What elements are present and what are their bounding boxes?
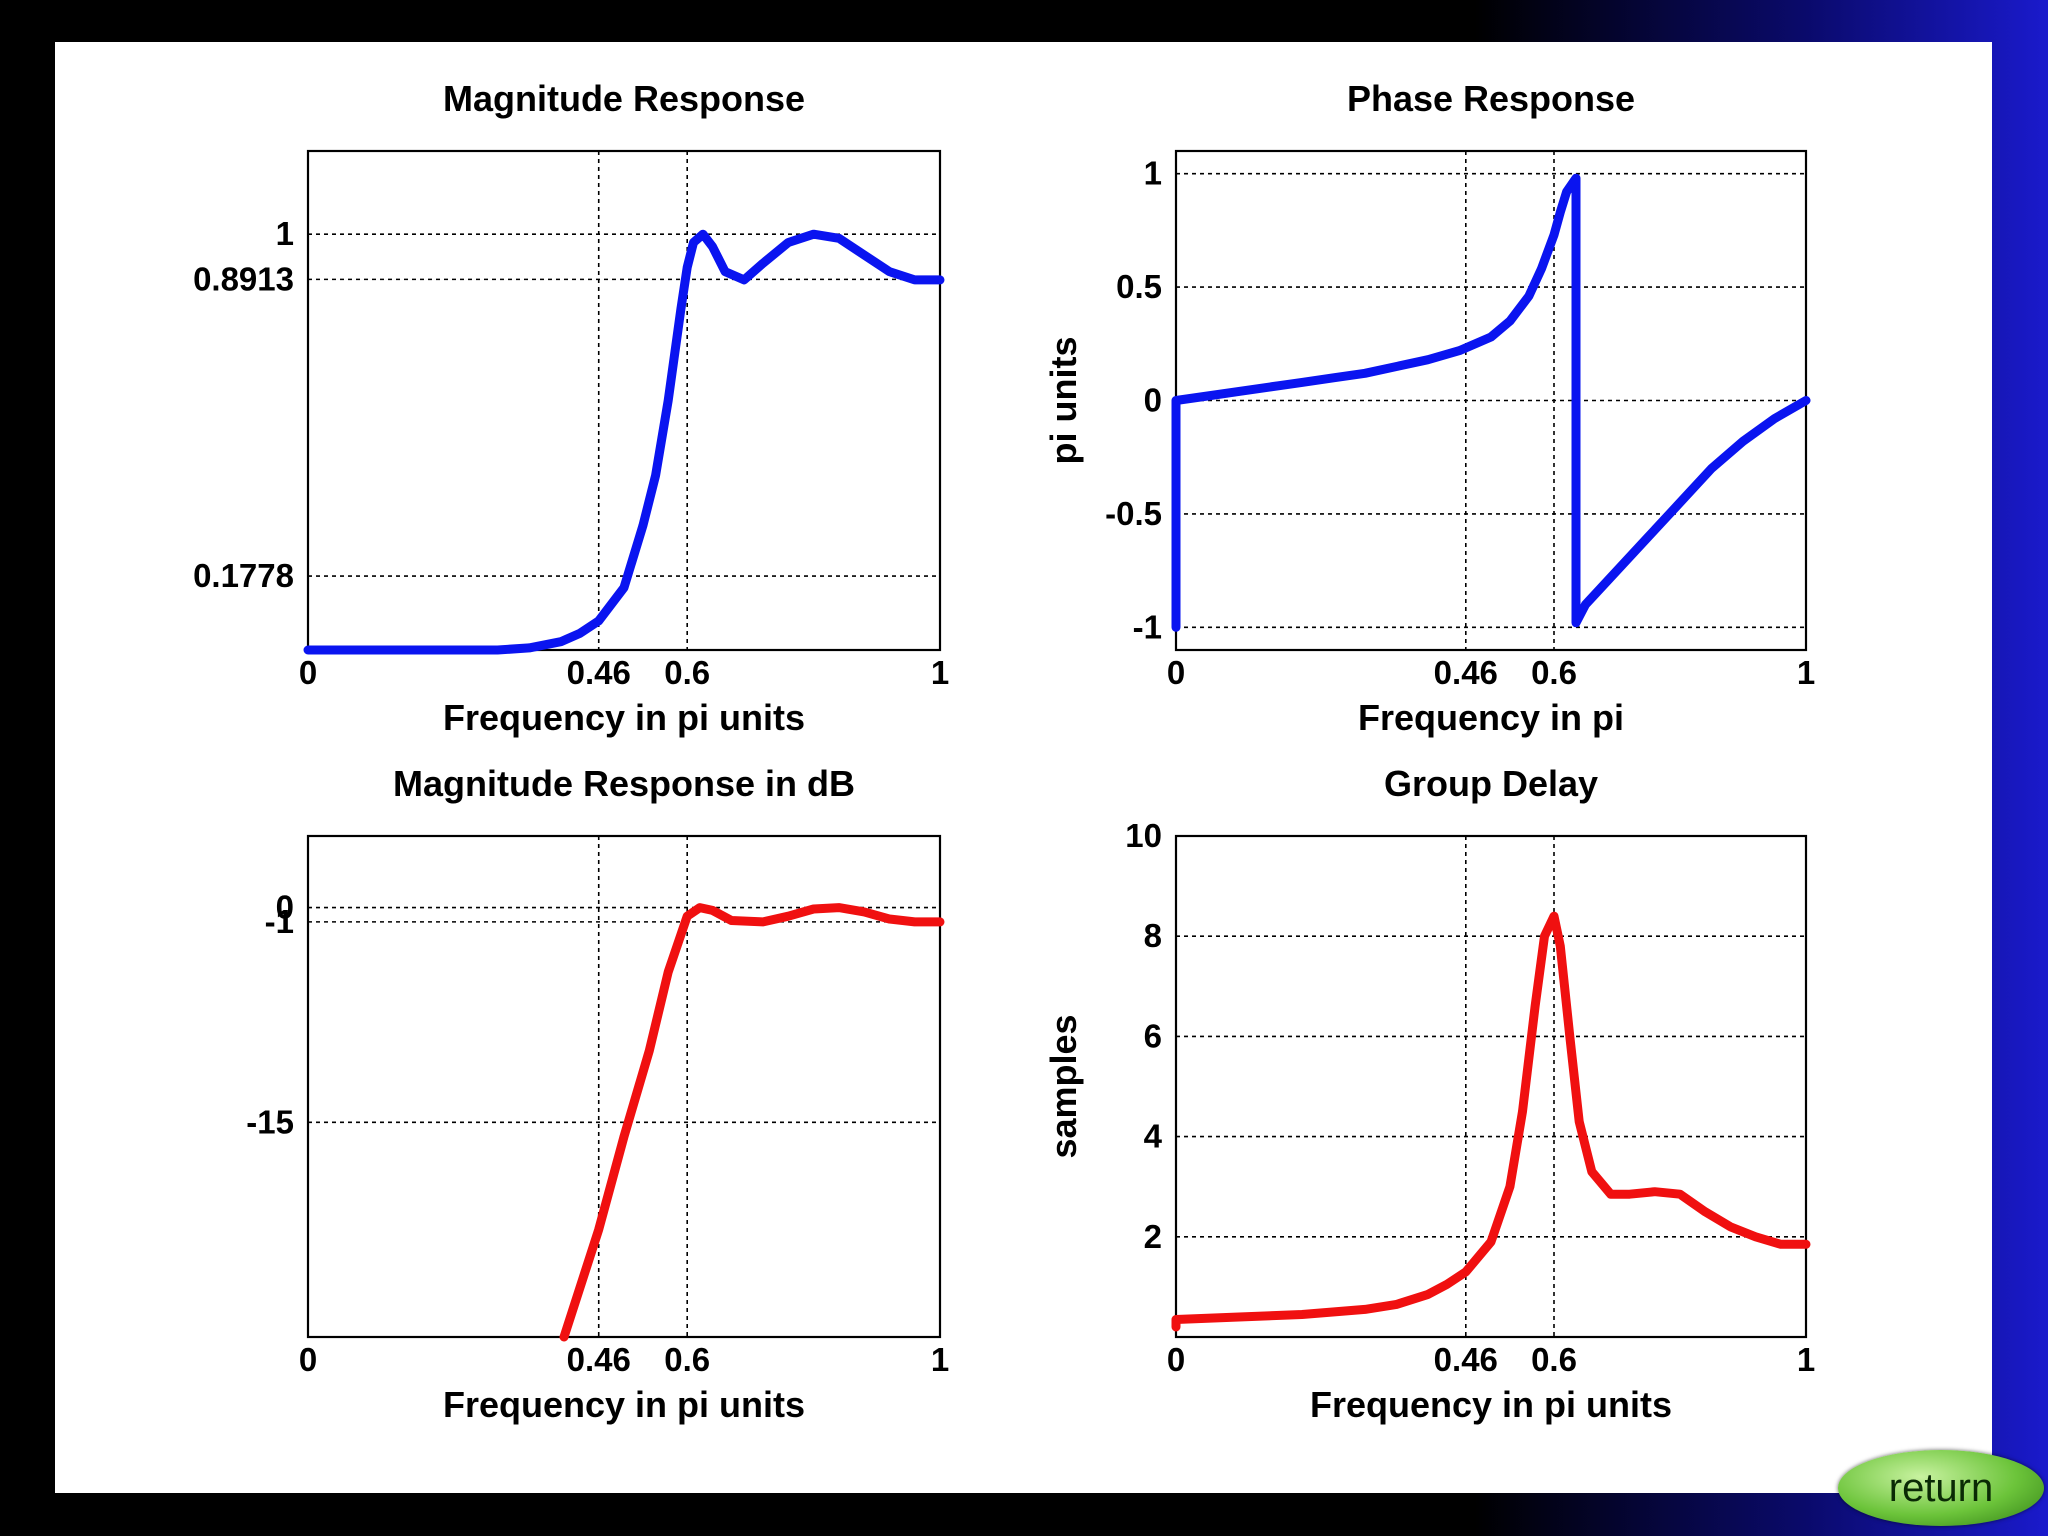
phase-xlabel: Frequency in pi bbox=[1358, 697, 1624, 738]
delay-ytick-2: 6 bbox=[1144, 1017, 1162, 1054]
db-xlabel: Frequency in pi units bbox=[443, 1384, 805, 1425]
phase-series-line-0 bbox=[1171, 173, 1811, 632]
delay-plot-area bbox=[1174, 834, 1808, 1339]
phase-xtick-2: 0.6 bbox=[1531, 654, 1577, 691]
delay-xlabel: Frequency in pi units bbox=[1310, 1384, 1672, 1425]
delay-series-line-0 bbox=[1171, 911, 1811, 1332]
db-ytick-2: 0 bbox=[276, 889, 294, 926]
phase-ytick-0: -1 bbox=[1133, 608, 1162, 645]
phase-ylabel: pi units bbox=[1043, 337, 1084, 465]
delay-chart: 0 0.46 0.6 1 2 4 6 8 10 Group Delay Frequency in p… bbox=[1043, 763, 1815, 1425]
slide: 0 0.46 0.6 1 0.1778 0.8913 1 Magnitude Response… bbox=[55, 42, 1992, 1493]
phase-ytick-1: -0.5 bbox=[1105, 495, 1162, 532]
delay-title: Group Delay bbox=[1384, 763, 1598, 804]
delay-ytick-3: 8 bbox=[1144, 917, 1162, 954]
delay-xtick-2: 0.6 bbox=[1531, 1341, 1577, 1378]
phase-ytick-2: 0 bbox=[1144, 382, 1162, 419]
mag-xtick-0: 0 bbox=[299, 654, 317, 691]
phase-ytick-4: 1 bbox=[1144, 155, 1162, 192]
mag-xtick-2: 0.6 bbox=[664, 654, 710, 691]
db-xtick-1: 0.46 bbox=[567, 1341, 631, 1378]
mag-xtick-3: 1 bbox=[931, 654, 949, 691]
return-button[interactable]: return bbox=[1838, 1450, 2044, 1526]
delay-ytick-0: 2 bbox=[1144, 1218, 1162, 1255]
db-ytick-0: -15 bbox=[246, 1103, 294, 1140]
db-series-line-0 bbox=[559, 903, 945, 1342]
delay-ytick-1: 4 bbox=[1144, 1118, 1163, 1155]
delay-xtick-0: 0 bbox=[1167, 1341, 1185, 1378]
phase-ytick-3: 0.5 bbox=[1116, 268, 1162, 305]
db-xtick-2: 0.6 bbox=[664, 1341, 710, 1378]
phase-title: Phase Response bbox=[1347, 78, 1635, 119]
mag-series-line-0 bbox=[303, 229, 945, 655]
mag-xlabel: Frequency in pi units bbox=[443, 697, 805, 738]
mag-chart: 0 0.46 0.6 1 0.1778 0.8913 1 Magnitude Response… bbox=[193, 78, 949, 738]
db-plot-area bbox=[306, 834, 942, 1339]
delay-ytick-4: 10 bbox=[1125, 817, 1162, 854]
mag-ytick-0: 0.1778 bbox=[193, 557, 294, 594]
db-xtick-0: 0 bbox=[299, 1341, 317, 1378]
phase-chart: 0 0.46 0.6 1 -1 -0.5 0 0.5 1 Phase Response Freque… bbox=[1043, 78, 1815, 738]
db-ytick-1: -1 bbox=[265, 903, 294, 940]
delay-ylabel: samples bbox=[1043, 1014, 1084, 1158]
db-xtick-3: 1 bbox=[931, 1341, 949, 1378]
mag-title: Magnitude Response bbox=[443, 78, 805, 119]
figure: 0 0.46 0.6 1 0.1778 0.8913 1 Magnitude Response… bbox=[193, 78, 1815, 1425]
db-title: Magnitude Response in dB bbox=[393, 763, 855, 804]
delay-xtick-3: 1 bbox=[1797, 1341, 1815, 1378]
mag-ytick-1: 0.8913 bbox=[193, 260, 294, 297]
mag-xtick-1: 0.46 bbox=[567, 654, 631, 691]
phase-xtick-0: 0 bbox=[1167, 654, 1185, 691]
mag-ytick-2: 1 bbox=[276, 215, 294, 252]
phase-xtick-3: 1 bbox=[1797, 654, 1815, 691]
delay-xtick-1: 0.46 bbox=[1434, 1341, 1498, 1378]
phase-xtick-1: 0.46 bbox=[1434, 654, 1498, 691]
